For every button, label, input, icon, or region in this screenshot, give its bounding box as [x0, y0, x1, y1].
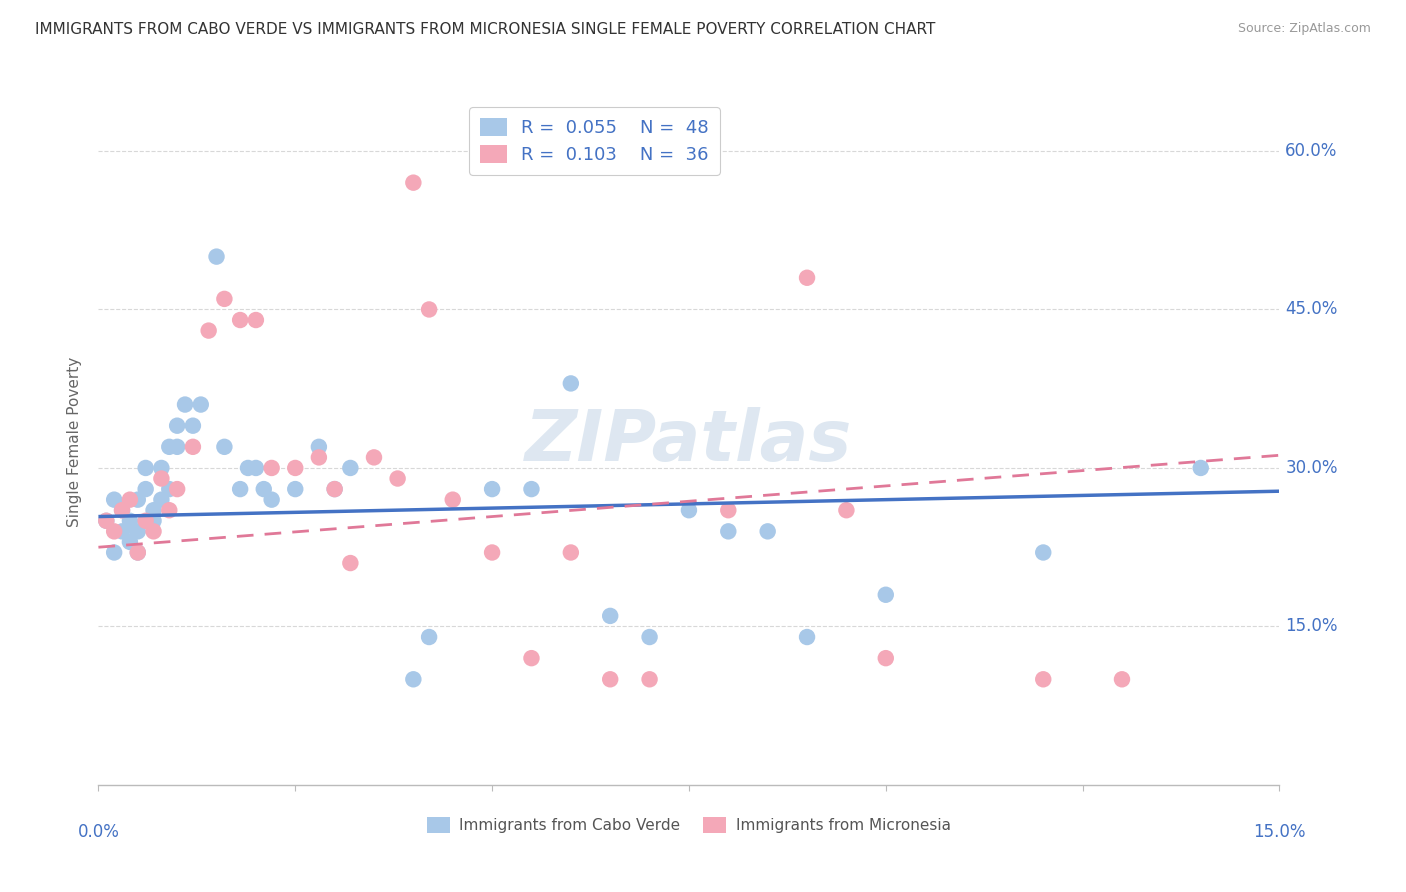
Point [127, 492, 149, 507]
Point [875, 651, 897, 665]
Point [96, 514, 118, 528]
Point [166, 418, 188, 433]
Point [166, 482, 188, 496]
Point [1032, 673, 1054, 687]
Point [103, 524, 125, 539]
Text: IMMIGRANTS FROM CABO VERDE VS IMMIGRANTS FROM MICRONESIA SINGLE FEMALE POVERTY C: IMMIGRANTS FROM CABO VERDE VS IMMIGRANTS… [35, 22, 935, 37]
Point [111, 503, 134, 517]
Point [387, 471, 409, 485]
Point [481, 482, 503, 496]
Point [214, 292, 236, 306]
Text: 45.0%: 45.0% [1285, 301, 1337, 318]
Text: 60.0%: 60.0% [1285, 142, 1337, 160]
Point [214, 440, 236, 454]
Point [339, 556, 361, 570]
Point [157, 503, 180, 517]
Point [323, 482, 346, 496]
Point [135, 461, 157, 475]
Text: 30.0%: 30.0% [1285, 459, 1339, 477]
Point [166, 440, 188, 454]
Point [142, 503, 165, 517]
Point [363, 450, 385, 465]
Text: 0.0%: 0.0% [77, 822, 120, 841]
Point [174, 398, 197, 412]
Point [260, 492, 283, 507]
Point [560, 545, 582, 559]
Point [229, 482, 252, 496]
Point [142, 514, 165, 528]
Text: 15.0%: 15.0% [1285, 617, 1339, 635]
Point [308, 440, 330, 454]
Point [157, 482, 180, 496]
Point [1111, 673, 1133, 687]
Point [118, 535, 141, 549]
Point [253, 482, 276, 496]
Point [103, 545, 125, 559]
Point [308, 450, 330, 465]
Point [197, 324, 219, 338]
Point [402, 673, 425, 687]
Point [157, 440, 180, 454]
Point [118, 514, 141, 528]
Point [717, 503, 740, 517]
Point [96, 514, 118, 528]
Point [205, 250, 228, 264]
Point [127, 524, 149, 539]
Point [717, 524, 740, 539]
Point [150, 492, 173, 507]
Point [875, 588, 897, 602]
Point [236, 461, 259, 475]
Point [323, 482, 346, 496]
Point [118, 492, 141, 507]
Point [678, 503, 700, 517]
Point [402, 176, 425, 190]
Point [135, 514, 157, 528]
Text: Source: ZipAtlas.com: Source: ZipAtlas.com [1237, 22, 1371, 36]
Point [284, 461, 307, 475]
Point [756, 524, 779, 539]
Point [127, 545, 149, 559]
Point [245, 461, 267, 475]
Point [150, 461, 173, 475]
Text: 15.0%: 15.0% [1253, 822, 1306, 841]
Point [1189, 461, 1212, 475]
Point [441, 492, 464, 507]
Point [418, 630, 440, 644]
Point [481, 545, 503, 559]
Point [181, 418, 204, 433]
Point [638, 630, 661, 644]
Y-axis label: Single Female Poverty: Single Female Poverty [67, 357, 83, 526]
Point [560, 376, 582, 391]
Point [1032, 545, 1054, 559]
Point [127, 545, 149, 559]
Point [181, 440, 204, 454]
Point [520, 651, 543, 665]
Point [229, 313, 252, 327]
Point [796, 270, 818, 285]
Point [135, 482, 157, 496]
Point [599, 673, 621, 687]
Legend: Immigrants from Cabo Verde, Immigrants from Micronesia: Immigrants from Cabo Verde, Immigrants f… [422, 811, 956, 839]
Point [260, 461, 283, 475]
Point [245, 313, 267, 327]
Point [339, 461, 361, 475]
Point [284, 482, 307, 496]
Point [599, 608, 621, 623]
Text: ZIPatlas: ZIPatlas [526, 407, 852, 476]
Point [111, 503, 134, 517]
Point [520, 482, 543, 496]
Point [418, 302, 440, 317]
Point [111, 524, 134, 539]
Point [190, 398, 212, 412]
Point [835, 503, 858, 517]
Point [103, 492, 125, 507]
Point [638, 673, 661, 687]
Point [796, 630, 818, 644]
Point [150, 471, 173, 485]
Point [142, 524, 165, 539]
